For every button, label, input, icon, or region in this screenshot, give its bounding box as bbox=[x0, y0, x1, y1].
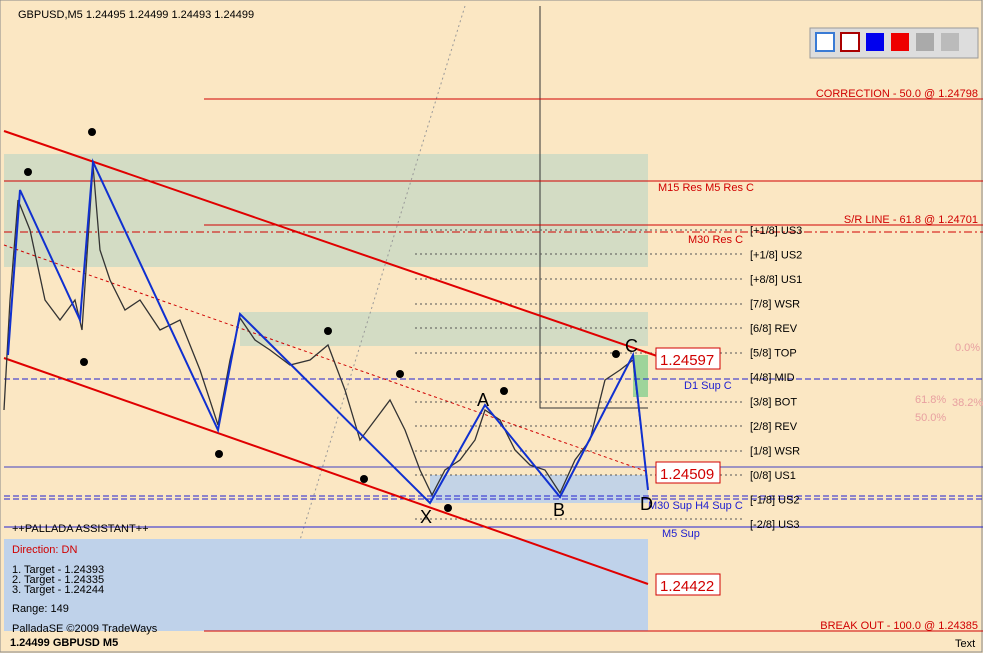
murrey-label: [+1/8] US2 bbox=[750, 250, 802, 262]
fib-label: 50.0% bbox=[915, 412, 946, 424]
level-label: CORRECTION - 50.0 @ 1.24798 bbox=[816, 88, 978, 100]
chart-header: GBPUSD,M5 1.24495 1.24499 1.24493 1.2449… bbox=[18, 9, 254, 21]
murrey-label: [1/8] WSR bbox=[750, 446, 800, 458]
channel-line bbox=[3, 357, 649, 585]
color-button[interactable] bbox=[815, 32, 835, 52]
pivot-dots bbox=[24, 128, 620, 512]
level-label: S/R LINE - 61.8 @ 1.24701 bbox=[844, 214, 978, 226]
level-label: M30 Res C bbox=[688, 234, 743, 246]
murrey-label: [-1/8] US2 bbox=[750, 495, 800, 507]
murrey-label: [2/8] REV bbox=[750, 421, 798, 433]
box-line bbox=[539, 6, 648, 409]
fib-label: 61.8% bbox=[915, 394, 946, 406]
murrey-label: [7/8] WSR bbox=[750, 299, 800, 311]
murrey-lines bbox=[415, 229, 745, 520]
level-label: M5 Sup bbox=[662, 528, 700, 540]
price-box bbox=[655, 347, 721, 370]
price-sketch bbox=[3, 164, 649, 497]
fib-label: 0.0% bbox=[955, 342, 980, 354]
murrey-label: [-2/8] US3 bbox=[750, 519, 800, 531]
panel-copyright: PalladaSE ©2009 TradeWays bbox=[12, 623, 158, 635]
color-button[interactable] bbox=[891, 33, 909, 51]
corner-text: Text bbox=[955, 638, 975, 650]
color-button[interactable] bbox=[916, 33, 934, 51]
murrey-label: [+1/8] US3 bbox=[750, 225, 802, 237]
murrey-label: [5/8] TOP bbox=[750, 348, 797, 360]
panel-target: 3. Target - 1.24244 bbox=[12, 584, 104, 596]
pattern-label: B bbox=[553, 500, 565, 520]
level-label: M30 Sup H4 Sup C bbox=[648, 500, 743, 512]
price-box-label: 1.24597 bbox=[660, 352, 714, 369]
trend-line bbox=[299, 5, 466, 541]
price-box-label: 1.24509 bbox=[660, 466, 714, 483]
channel-line bbox=[3, 130, 661, 358]
level-label: BREAK OUT - 100.0 @ 1.24385 bbox=[820, 620, 978, 632]
murrey-label: [6/8] REV bbox=[750, 323, 798, 335]
panel-target: 2. Target - 1.24335 bbox=[12, 574, 104, 586]
color-button[interactable] bbox=[840, 32, 860, 52]
level-label: D1 Sup C bbox=[684, 380, 732, 392]
pattern-label: A bbox=[477, 390, 489, 410]
color-button[interactable] bbox=[866, 33, 884, 51]
price-box bbox=[655, 573, 721, 596]
pattern-label: D bbox=[640, 494, 653, 514]
zone bbox=[240, 312, 648, 346]
color-button[interactable] bbox=[941, 33, 959, 51]
murrey-labels: [+1/8] US3 [+1/8] US2 [+8/8] US1 [7/8] WSR [… bbox=[750, 225, 802, 531]
pattern-label: X bbox=[420, 507, 432, 527]
panel-title: ++PALLADA ASSISTANT++ bbox=[12, 523, 149, 535]
price-box bbox=[655, 461, 721, 484]
level-label: M15 Res M5 Res C bbox=[658, 182, 754, 194]
murrey-label: [+8/8] US1 bbox=[750, 274, 802, 286]
zone bbox=[4, 154, 648, 267]
panel-direction: Direction: DN bbox=[12, 544, 77, 556]
pattern-label: C bbox=[625, 336, 638, 356]
panel-footer: 1.24499 GBPUSD M5 bbox=[10, 637, 118, 649]
murrey-label: [0/8] US1 bbox=[750, 470, 796, 482]
panel-zone bbox=[4, 539, 648, 631]
zone bbox=[430, 475, 648, 503]
zigzag bbox=[7, 158, 649, 505]
murrey-label: [4/8] MID bbox=[750, 372, 795, 384]
fib-label: 38.2% bbox=[952, 397, 983, 409]
murrey-label: [3/8] BOT bbox=[750, 397, 797, 409]
panel-target: 1. Target - 1.24393 bbox=[12, 564, 104, 576]
price-box-label: 1.24422 bbox=[660, 578, 714, 595]
panel-range: Range: 149 bbox=[12, 603, 69, 615]
